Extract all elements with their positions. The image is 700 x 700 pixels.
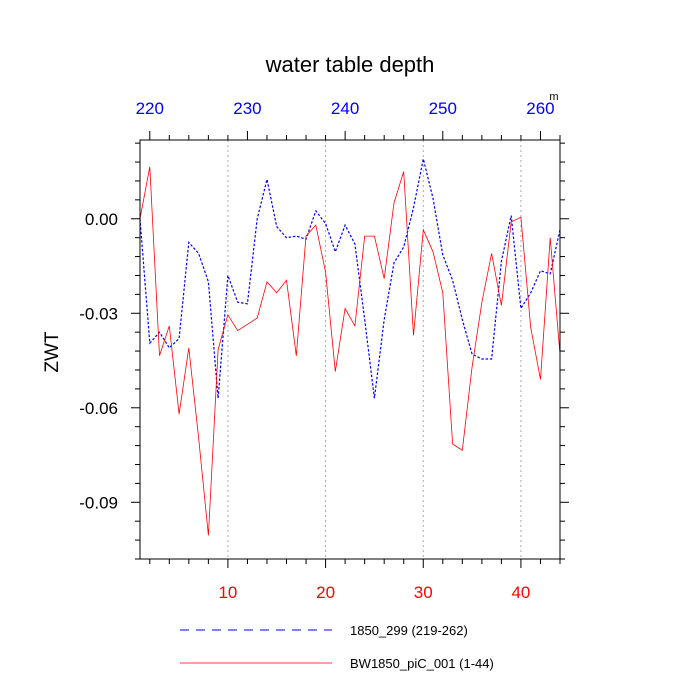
legend-label-1: 1850_299 (219-262): [350, 623, 468, 638]
legend: 1850_299 (219-262) BW1850_piC_001 (1-44): [180, 623, 494, 671]
top-tick-label-250: 250: [429, 99, 457, 118]
series-line-1: [139, 158, 561, 399]
top-axis-unit-label: m: [549, 91, 558, 103]
y-axis-label: ZWT: [42, 331, 63, 373]
top-tick-label-260: 260: [526, 99, 554, 118]
chart-title: water table depth: [265, 52, 435, 77]
tick-labels: 10 20 30 40 220 230 240 250 260 0.00 -0.03 -0.06 -0.…: [79, 99, 554, 602]
plot-frame: [139, 139, 561, 560]
x-tick-label-30: 30: [414, 583, 433, 602]
x-tick-label-10: 10: [218, 583, 237, 602]
top-tick-label-230: 230: [233, 99, 261, 118]
y-tick-label-3: -0.09: [79, 493, 118, 512]
y-tick-label-2: -0.06: [79, 399, 118, 418]
top-tick-label-240: 240: [331, 99, 359, 118]
top-tick-label-220: 220: [136, 99, 164, 118]
y-tick-label-1: -0.03: [79, 304, 118, 323]
legend-label-2: BW1850_piC_001 (1-44): [350, 656, 494, 671]
series-line-2: [139, 166, 561, 536]
x-tick-label-40: 40: [511, 583, 530, 602]
x-tick-label-20: 20: [316, 583, 335, 602]
axis-ticks: [131, 131, 569, 568]
series-layer: [139, 158, 561, 536]
y-tick-label-0: 0.00: [85, 210, 118, 229]
